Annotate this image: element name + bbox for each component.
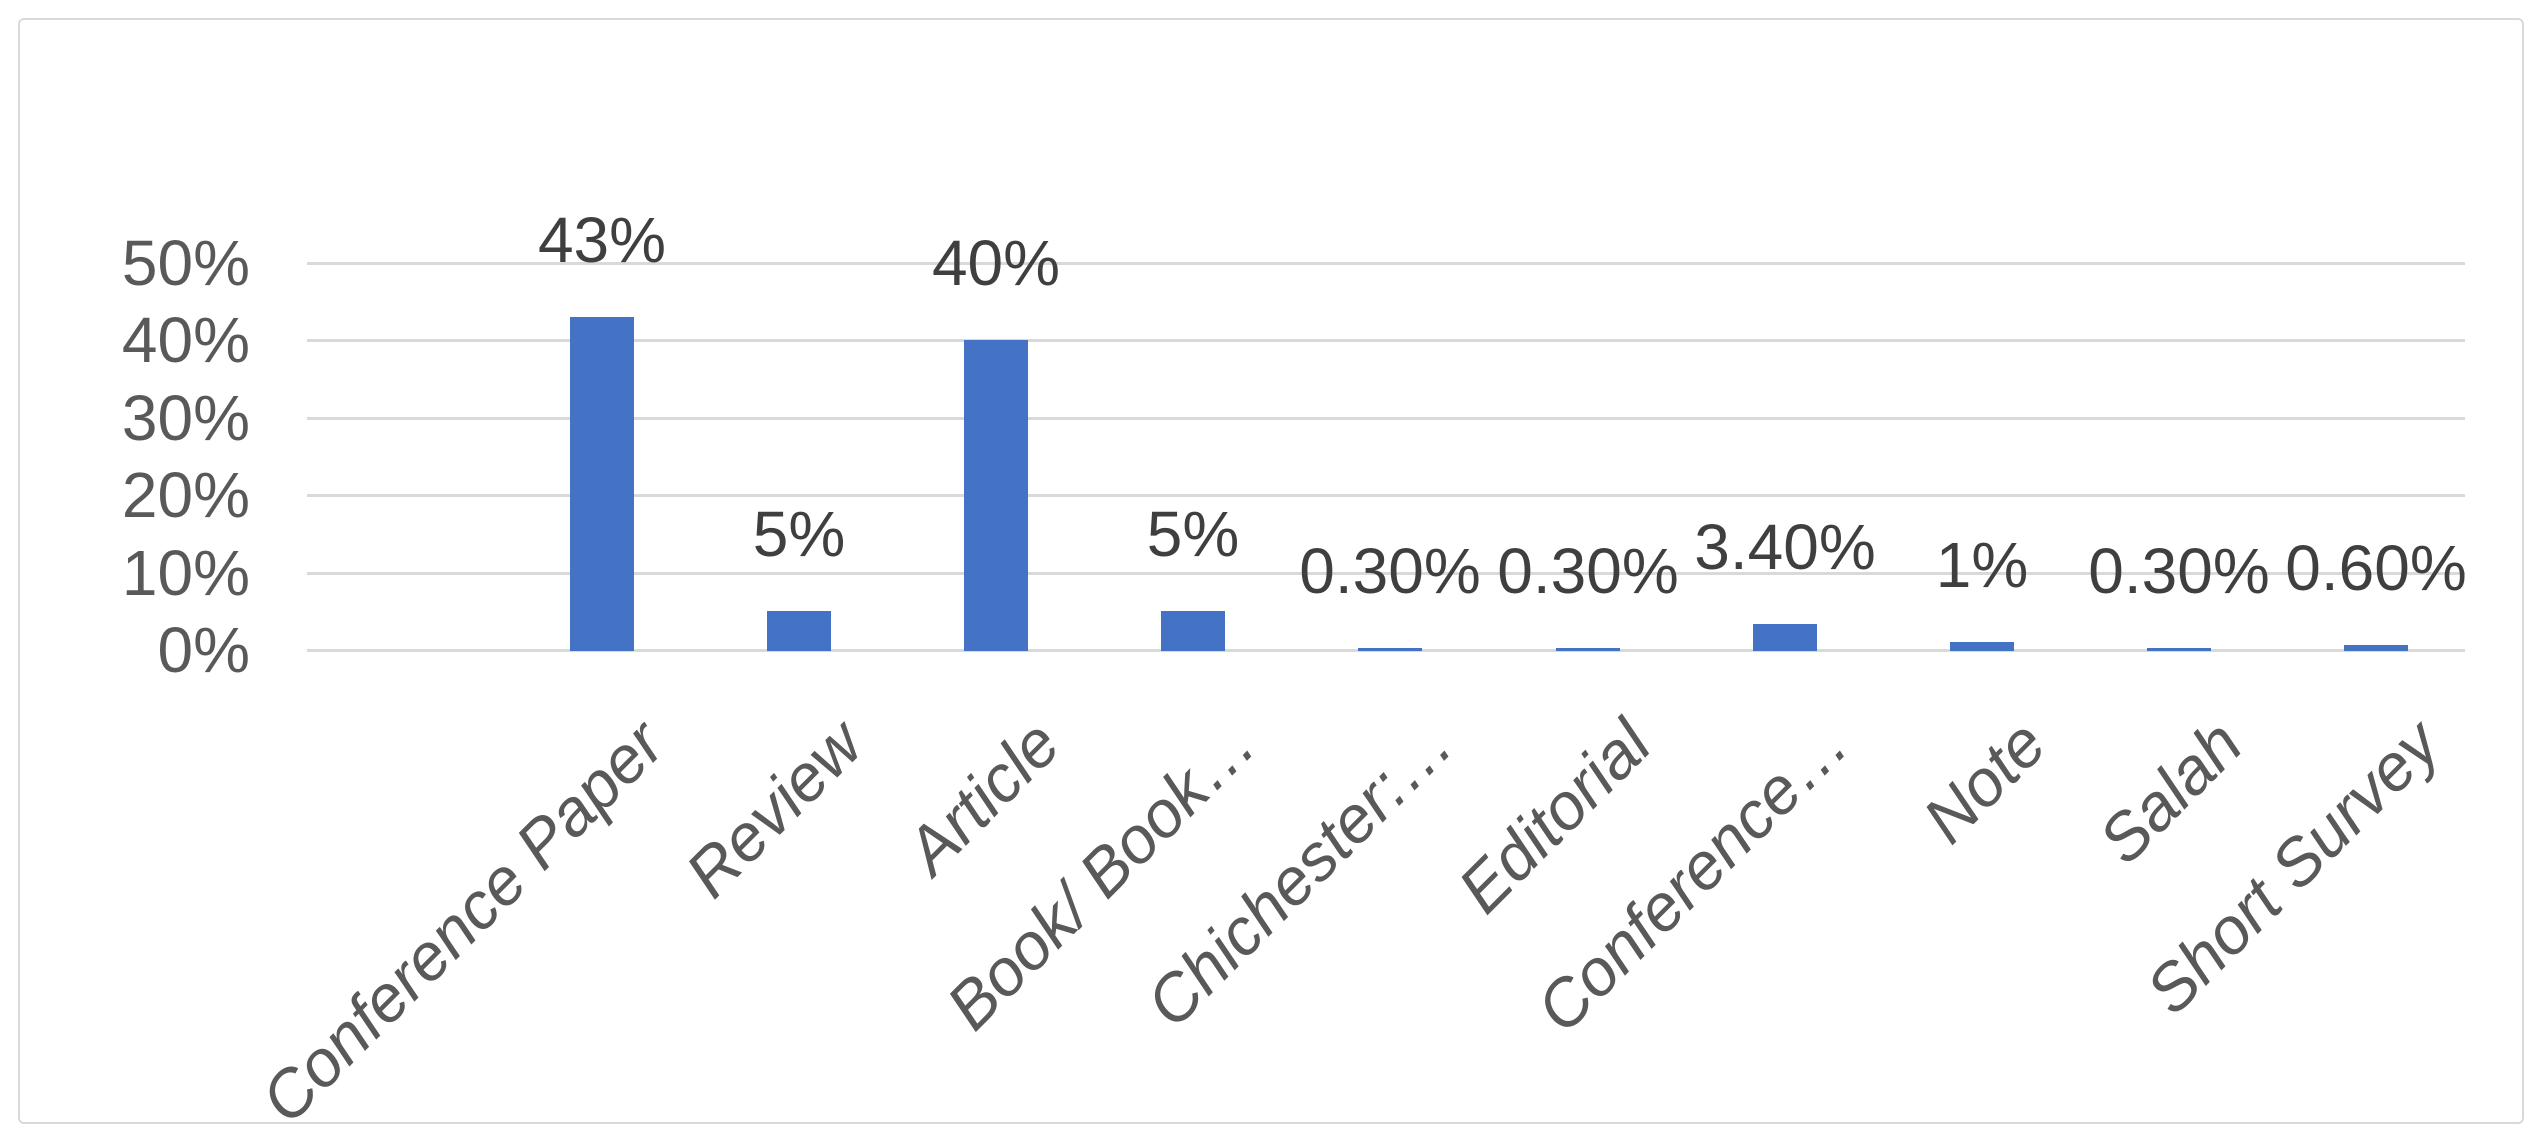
- bar-note[interactable]: [1950, 642, 2014, 651]
- gridline-40: [307, 339, 2465, 342]
- bar-salah[interactable]: [2147, 648, 2211, 651]
- y-axis-tick-label-30: 30%: [121, 382, 250, 454]
- gridline-20: [307, 494, 2465, 497]
- bar-short-survey[interactable]: [2344, 645, 2408, 651]
- bar-value-label-conference-paper: 43%: [537, 204, 667, 276]
- bar-value-label-book-book: 5%: [1146, 498, 1240, 570]
- bar-review[interactable]: [767, 611, 831, 651]
- bar-conference[interactable]: [1753, 624, 1817, 651]
- bar-value-label-conference: 3.40%: [1694, 511, 1876, 583]
- y-axis-tick-label-40: 40%: [121, 304, 250, 376]
- y-axis-tick-label-0: 0%: [157, 614, 251, 686]
- chart-border-frame[interactable]: [18, 18, 2524, 1124]
- gridline-50: [307, 262, 2465, 265]
- gridline-30: [307, 417, 2465, 420]
- y-axis-tick-label-50: 50%: [121, 227, 250, 299]
- bar-value-label-salah: 0.30%: [2088, 535, 2270, 607]
- bar-conference-paper[interactable]: [570, 317, 634, 651]
- bar-value-label-review: 5%: [752, 498, 846, 570]
- y-axis-tick-label-10: 10%: [121, 537, 250, 609]
- bar-chichester[interactable]: [1358, 648, 1422, 651]
- y-axis-tick-label-20: 20%: [121, 459, 250, 531]
- bar-editorial[interactable]: [1556, 648, 1620, 651]
- bar-value-label-article: 40%: [931, 227, 1061, 299]
- bar-value-label-chichester: 0.30%: [1299, 535, 1481, 607]
- bar-value-label-short-survey: 0.60%: [2285, 532, 2467, 604]
- bar-value-label-note: 1%: [1935, 529, 2029, 601]
- bar-article[interactable]: [964, 340, 1028, 651]
- gridline-10: [307, 572, 2465, 575]
- bar-value-label-editorial: 0.30%: [1497, 535, 1679, 607]
- bar-book-book[interactable]: [1161, 611, 1225, 651]
